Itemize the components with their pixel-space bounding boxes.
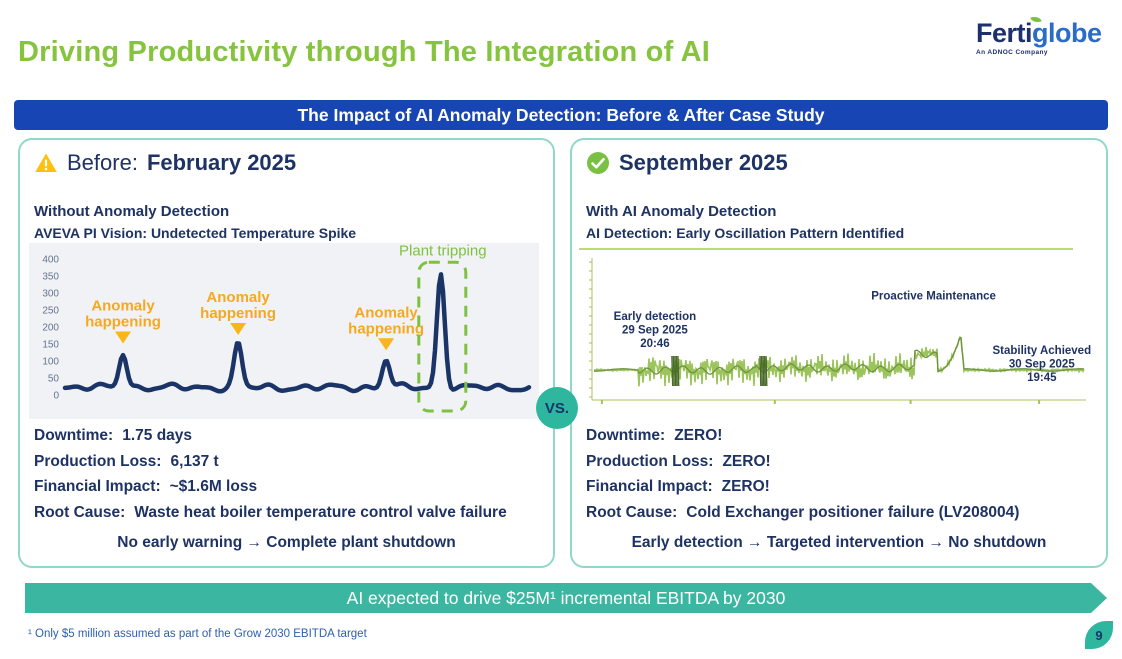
stat-value: 6,137 t: [170, 452, 219, 470]
stat-label: Financial Impact:: [34, 478, 161, 495]
ebitda-arrow-banner: AI expected to drive $25M¹ incremental E…: [25, 583, 1107, 613]
stat-row-financial-impact: Financial Impact: ~$1.6M loss: [34, 477, 543, 497]
footnote: ¹ Only $5 million assumed as part of the…: [28, 628, 367, 640]
logo-text-ferti: Ferti: [976, 18, 1033, 48]
stat-label: Production Loss:: [34, 452, 162, 470]
svg-text:happening: happening: [85, 314, 161, 331]
svg-text:400: 400: [42, 255, 59, 266]
stat-label: Downtime:: [34, 427, 114, 444]
before-subtitle-2: AVEVA PI Vision: Undetected Temperature …: [34, 225, 357, 241]
svg-text:350: 350: [42, 272, 59, 283]
svg-text:300: 300: [42, 289, 59, 300]
before-heading-prefix: Before:: [67, 150, 138, 175]
svg-text:100: 100: [42, 357, 59, 368]
logo-wordmark: Fertiglobe: [976, 14, 1116, 48]
after-chart: Early detection 29 Sep 2025 20:46 Proactive…: [580, 252, 1100, 422]
svg-text:Stability Achieved: Stability Achieved: [992, 345, 1091, 357]
after-stats: Downtime: ZERO! Production Loss: ZERO! Fin…: [586, 426, 1096, 528]
svg-text:Plant tripping: Plant tripping: [399, 243, 487, 259]
stat-label: Root Cause:: [586, 503, 678, 521]
check-circle-icon: [586, 151, 610, 175]
before-chart-svg: 050100150200250300350400Anomalyhappening…: [42, 243, 532, 413]
before-panel: Before: February 2025 Without Anomaly De…: [18, 138, 555, 568]
svg-text:happening: happening: [348, 320, 424, 337]
stat-label: Root Cause:: [34, 503, 126, 521]
section-banner: The Impact of AI Anomaly Detection: Befo…: [14, 100, 1108, 130]
after-panel: September 2025 With AI Anomaly Detection…: [570, 138, 1108, 568]
stat-row-downtime: Downtime: 1.75 days: [34, 426, 543, 446]
logo-tagline: An ADNOC Company: [976, 49, 1048, 56]
svg-text:20:46: 20:46: [640, 338, 669, 350]
svg-text:Early detection: Early detection: [614, 311, 696, 323]
before-subtitle-1: Without Anomaly Detection: [34, 203, 230, 220]
vs-badge: VS.: [536, 387, 578, 429]
stat-label: Production Loss:: [586, 452, 714, 470]
before-panel-header: Before: February 2025: [34, 150, 296, 176]
svg-text:200: 200: [42, 323, 59, 334]
stat-label: Downtime:: [586, 427, 666, 444]
page-number-leaf: 9: [1085, 621, 1113, 649]
stat-value: ZERO!: [721, 478, 770, 495]
after-conclusion: Early detection → Targeted intervention …: [631, 534, 1047, 551]
svg-text:19:45: 19:45: [1027, 372, 1057, 384]
fertiglobe-logo: Fertiglobe An ADNOC Company: [976, 14, 1116, 56]
after-heading-date: September 2025: [619, 150, 788, 175]
svg-text:250: 250: [42, 306, 59, 317]
svg-text:Proactive Maintenance: Proactive Maintenance: [871, 291, 996, 303]
stat-row-financial-impact: Financial Impact: ZERO!: [586, 477, 1096, 497]
before-chart: 0 50 100 150 200 250 300 350 400 Anomaly happening…: [29, 243, 539, 419]
svg-text:Anomaly: Anomaly: [354, 304, 418, 321]
after-subtitle-1: With AI Anomaly Detection: [586, 203, 777, 220]
stat-row-root-cause: Root Cause: Waste heat boiler temperature…: [34, 503, 543, 523]
svg-text:30 Sep 2025: 30 Sep 2025: [1009, 359, 1075, 371]
after-panel-header: September 2025: [586, 150, 788, 176]
stat-value: 1.75 days: [122, 427, 193, 444]
stat-value: ZERO!: [722, 452, 771, 470]
green-separator-line: [579, 248, 1073, 250]
stat-row-downtime: Downtime: ZERO!: [586, 426, 1096, 446]
stat-label: Financial Impact:: [586, 478, 713, 495]
svg-text:29 Sep 2025: 29 Sep 2025: [622, 325, 688, 337]
warning-triangle-icon: [34, 151, 58, 175]
page-title: Driving Productivity through The Integra…: [18, 36, 711, 68]
stat-value: ZERO!: [674, 427, 723, 444]
stat-row-production-loss: Production Loss: ZERO!: [586, 452, 1096, 472]
before-heading-date: February 2025: [146, 150, 297, 175]
svg-text:0: 0: [53, 391, 59, 402]
svg-text:Anomaly: Anomaly: [91, 298, 155, 315]
before-conclusion: No early warning → Complete plant shutdo…: [117, 534, 456, 551]
stat-value: Waste heat boiler temperature control va…: [134, 503, 507, 521]
stat-row-production-loss: Production Loss: 6,137 t: [34, 452, 543, 472]
svg-text:150: 150: [42, 340, 59, 351]
stat-row-root-cause: Root Cause: Cold Exchanger positioner fai…: [586, 503, 1096, 523]
svg-text:50: 50: [48, 374, 60, 385]
stat-value: Cold Exchanger positioner failure (LV208…: [686, 503, 1020, 521]
logo-text-globe: globe: [1032, 18, 1102, 48]
stat-value: ~$1.6M loss: [169, 478, 258, 495]
before-stats: Downtime: 1.75 days Production Loss: 6,137…: [34, 426, 543, 528]
svg-text:happening: happening: [200, 305, 276, 322]
svg-text:Anomaly: Anomaly: [206, 289, 270, 306]
after-subtitle-2: AI Detection: Early Oscillation Pattern …: [586, 225, 905, 241]
